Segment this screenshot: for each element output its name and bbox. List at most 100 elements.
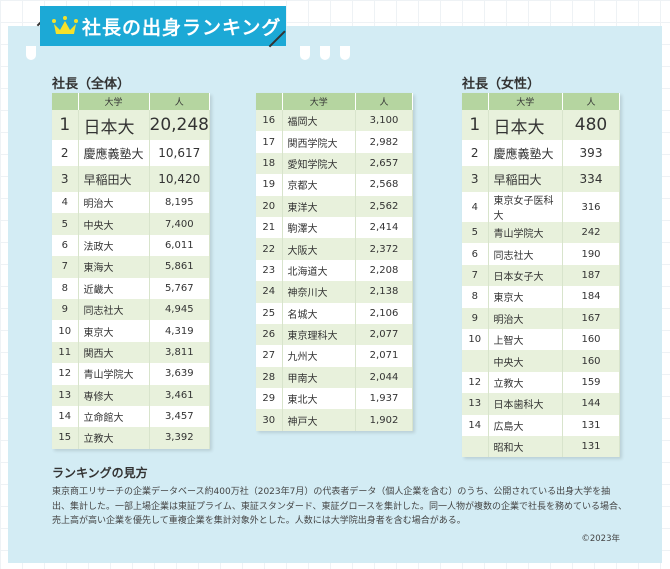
rank: 10 bbox=[52, 320, 79, 342]
rank: 5 bbox=[462, 222, 489, 244]
rank: 8 bbox=[52, 277, 79, 299]
university: 立命館大 bbox=[78, 405, 150, 428]
university: 東京大 bbox=[78, 320, 150, 342]
rank: 20 bbox=[256, 195, 283, 217]
table-row: 4 明治大 8,195 bbox=[52, 192, 211, 214]
rank: 29 bbox=[256, 388, 283, 410]
university: 甲南大 bbox=[282, 366, 356, 389]
university: 北海道大 bbox=[282, 259, 356, 282]
count: 187 bbox=[562, 264, 620, 287]
table-row: 12 立教大 159 bbox=[462, 371, 620, 394]
rank: 26 bbox=[256, 323, 283, 346]
title-banner: 社長の出身ランキング bbox=[40, 6, 286, 46]
table-row: 14 広島大 131 bbox=[462, 414, 620, 436]
university: 早稲田大 bbox=[78, 166, 150, 192]
rank: 16 bbox=[256, 110, 283, 132]
table-row: 7 日本女子大 187 bbox=[462, 264, 620, 287]
rank: 1 bbox=[462, 110, 489, 140]
count: 1,937 bbox=[355, 388, 413, 410]
copyright: ©2023年 bbox=[581, 534, 620, 544]
table-row: 18 愛知学院大 2,657 bbox=[256, 152, 413, 175]
table-row: 24 神奈川大 2,138 bbox=[256, 281, 413, 303]
count: 2,208 bbox=[355, 259, 413, 282]
university: 明治大 bbox=[78, 192, 150, 214]
table-row: 12 青山学院大 3,639 bbox=[52, 363, 211, 385]
count: 160 bbox=[562, 350, 620, 372]
rank: 19 bbox=[256, 174, 283, 196]
table-row: 26 東京理科大 2,077 bbox=[256, 323, 413, 346]
table-row: 13 専修大 3,461 bbox=[52, 384, 211, 406]
university: 京都大 bbox=[282, 174, 356, 196]
count: 20,248 bbox=[149, 110, 211, 140]
rank: 14 bbox=[52, 405, 79, 428]
table-row: 3 早稲田大 10,420 bbox=[52, 166, 211, 192]
count: 242 bbox=[562, 222, 620, 244]
table-row: 4 東京女子医科大 316 bbox=[462, 192, 620, 222]
table-row: 15 立教大 3,392 bbox=[52, 427, 211, 449]
count: 3,639 bbox=[149, 363, 211, 385]
university: 九州大 bbox=[282, 345, 356, 367]
table-row: 5 青山学院大 242 bbox=[462, 222, 620, 244]
rank: 3 bbox=[462, 166, 489, 192]
count: 3,100 bbox=[355, 110, 413, 132]
count: 159 bbox=[562, 371, 620, 394]
university: 立教大 bbox=[488, 371, 563, 394]
table-row: 6 同志社大 190 bbox=[462, 243, 620, 265]
university: 中央大 bbox=[488, 350, 563, 372]
table-row: 8 近畿大 5,767 bbox=[52, 277, 211, 299]
count: 2,071 bbox=[355, 345, 413, 367]
university: 立教大 bbox=[78, 427, 150, 449]
count: 2,138 bbox=[355, 281, 413, 303]
count: 2,562 bbox=[355, 195, 413, 217]
table-header: 大学人 bbox=[52, 93, 211, 110]
university: 法政大 bbox=[78, 234, 150, 257]
rank bbox=[462, 435, 489, 458]
table-row: 22 大阪大 2,372 bbox=[256, 238, 413, 260]
count: 2,414 bbox=[355, 216, 413, 239]
count: 10,617 bbox=[149, 140, 211, 166]
rank: 2 bbox=[462, 140, 489, 166]
count: 10,420 bbox=[149, 166, 211, 192]
university: 明治大 bbox=[488, 307, 563, 329]
rank: 28 bbox=[256, 366, 283, 389]
university: 駒澤大 bbox=[282, 216, 356, 239]
rank: 15 bbox=[52, 427, 79, 449]
rank: 13 bbox=[52, 384, 79, 406]
table-row: 28 甲南大 2,044 bbox=[256, 366, 413, 389]
table-row: 20 東洋大 2,562 bbox=[256, 195, 413, 217]
table-row: 3 早稲田大 334 bbox=[462, 166, 620, 192]
table-row: 27 九州大 2,071 bbox=[256, 345, 413, 367]
count: 2,106 bbox=[355, 302, 413, 324]
count: 190 bbox=[562, 243, 620, 265]
header-count: 人 bbox=[355, 93, 413, 110]
count: 2,568 bbox=[355, 174, 413, 196]
table-row: 17 関西学院大 2,982 bbox=[256, 131, 413, 153]
rank: 27 bbox=[256, 345, 283, 367]
rank: 6 bbox=[462, 243, 489, 265]
table-row: 19 京都大 2,568 bbox=[256, 174, 413, 196]
table-row: 21 駒澤大 2,414 bbox=[256, 216, 413, 239]
rank: 6 bbox=[52, 234, 79, 257]
table-row: 1 日本大 20,248 bbox=[52, 110, 211, 140]
rank: 1 bbox=[52, 110, 79, 140]
count: 184 bbox=[562, 286, 620, 308]
count: 5,861 bbox=[149, 256, 211, 278]
count: 2,657 bbox=[355, 152, 413, 175]
count: 8,195 bbox=[149, 192, 211, 214]
university: 名城大 bbox=[282, 302, 356, 324]
rank: 24 bbox=[256, 281, 283, 303]
table-row: 1 日本大 480 bbox=[462, 110, 620, 140]
count: 1,902 bbox=[355, 409, 413, 431]
overall-table: 大学人 1 日本大 20,248 2 慶應義塾大 10,617 3 早稲田大 10,420 4 明治大… bbox=[52, 93, 211, 449]
university: 専修大 bbox=[78, 384, 150, 406]
university: 早稲田大 bbox=[488, 166, 563, 192]
rank: 9 bbox=[462, 307, 489, 329]
rank bbox=[462, 350, 489, 372]
count: 2,982 bbox=[355, 131, 413, 153]
table-header: 大学人 bbox=[462, 93, 620, 110]
rank: 22 bbox=[256, 238, 283, 260]
rank: 30 bbox=[256, 409, 283, 431]
university: 東京理科大 bbox=[282, 323, 356, 346]
female-label: 社長（女性） bbox=[462, 77, 541, 92]
header-univ: 大学 bbox=[488, 93, 563, 110]
